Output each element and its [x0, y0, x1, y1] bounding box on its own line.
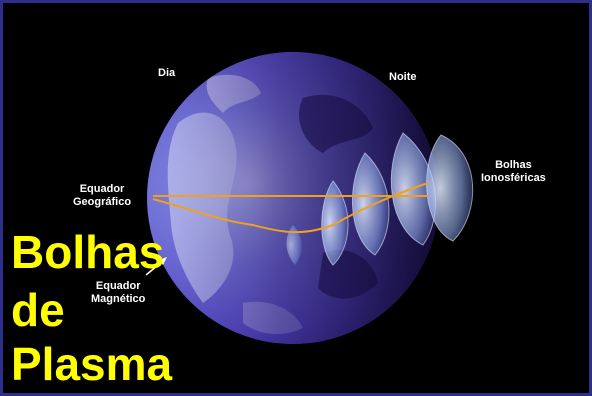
magnetic-equator-label-line2: Magnético	[91, 293, 146, 305]
night-label: Noite	[389, 71, 417, 83]
mag-equator-pointer	[145, 260, 164, 276]
geographic-equator-label: Equador Geográfico	[73, 183, 131, 209]
title-line-2: de	[11, 284, 65, 336]
bubble-4	[426, 134, 474, 242]
magnetic-equator-label-line1: Equador	[95, 280, 141, 292]
ionospheric-bubbles-label-line1: Bolhas	[495, 159, 532, 171]
ionospheric-bubbles-label: Bolhas Ionosféricas	[481, 159, 546, 185]
day-label: Dia	[158, 67, 176, 79]
pointer-lines	[145, 257, 167, 276]
title-line-3: Plasma	[11, 338, 173, 390]
equator-lines	[152, 182, 429, 234]
bubble-2	[351, 152, 390, 256]
geographic-equator-label-line2: Geográfico	[73, 196, 132, 208]
earth-globe-illustration	[145, 52, 474, 344]
globe	[147, 52, 439, 344]
title-line-1: Bolhas	[11, 226, 165, 278]
bubble-5	[286, 225, 303, 265]
geographic-equator-label-line1: Equador	[79, 183, 125, 195]
magnetic-equator-line	[152, 182, 429, 234]
ionospheric-bubbles-label-line2: Ionosféricas	[481, 172, 546, 184]
magnetic-equator-label: Equador Magnético	[91, 280, 145, 306]
